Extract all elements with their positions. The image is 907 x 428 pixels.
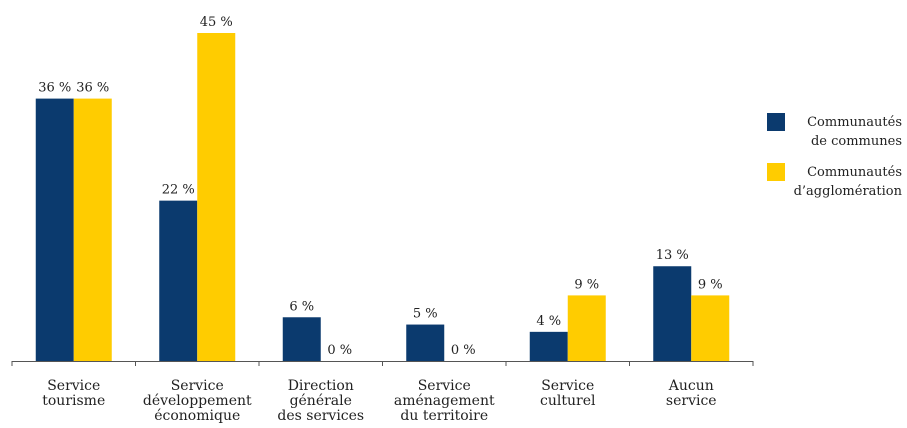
x-axis-ticks [11,361,754,366]
legend-label-communes: Communautés de communes [807,115,902,149]
category-label: Service tourisme [42,378,105,409]
data-label: 0 % [327,343,352,358]
category-label: Aucun service [666,378,717,409]
data-label: 0 % [451,343,476,358]
data-label: 4 % [536,314,561,329]
data-label: 45 % [200,15,233,30]
data-label: 22 % [162,183,195,198]
bar-communes-0 [35,98,74,361]
data-label: 36 % [76,81,109,96]
data-label: 36 % [38,81,71,96]
category-label: Service développement économique [143,378,252,424]
data-label: 9 % [698,277,723,292]
bar-agglomeration-4 [567,295,606,361]
category-labels: Service tourisme Service développement écono… [42,378,716,424]
category-label: Direction générale des services [277,378,364,424]
data-label: 6 % [289,299,314,314]
category-label: Service aménagement du territoire [394,378,495,424]
bar-agglomeration-1 [197,33,236,361]
bar-communes-3 [406,324,445,361]
value-labels: 36 % 36 % 22 % 45 % 6 % 0 % 5 % 0 % 4 % 9 % 13 % 9 … [38,15,722,358]
data-label: 5 % [413,307,438,322]
bar-agglomeration-5 [691,295,730,361]
bar-communes-2 [282,317,321,361]
data-label: 13 % [656,248,689,263]
bar-communes-5 [653,266,692,361]
legend-label-agglomeration: Communautés d’agglomération [793,165,902,199]
bar-agglomeration-0 [73,98,112,361]
bar-communes-1 [159,200,198,361]
data-label: 9 % [574,277,599,292]
bar-communes-4 [529,331,568,361]
bars-group [35,33,730,361]
category-label: Service culturel [540,378,596,409]
legend-swatch-agglomeration [767,163,785,181]
legend-swatch-communes [767,113,785,131]
